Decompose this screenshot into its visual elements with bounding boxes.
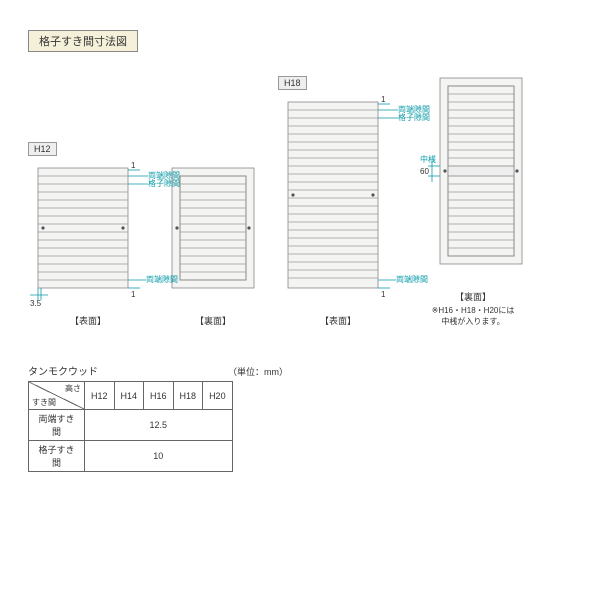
section-title: 格子すき間寸法図 xyxy=(28,30,138,52)
label-edge-gap-2: 両端隙間 xyxy=(146,274,186,285)
dim-midrail: 60 xyxy=(420,167,429,176)
h12-front-svg: 1 1 3.5 xyxy=(28,160,148,310)
gap-table: 高さ すき間 H12 H14 H16 H18 H20 両端すき間 12.5 格子… xyxy=(28,381,233,472)
label-lattice-gap-2: 格子隙間 xyxy=(398,112,438,123)
col-h18: H18 xyxy=(173,382,203,410)
h18-back-svg: 60 中桟 xyxy=(418,70,528,286)
dim-h18-bot: 1 xyxy=(381,290,386,299)
table-area: タンモクウッド （単位：mm） 高さ すき間 H12 H14 H16 H18 H… xyxy=(28,363,572,472)
label-edge-gap-4: 両端隙間 xyxy=(396,274,436,285)
dim-h12-bl: 3.5 xyxy=(30,299,42,308)
row-edge-value: 12.5 xyxy=(85,410,233,441)
row-lattice-label: 格子すき間 xyxy=(29,441,85,472)
diagram-row: H12 xyxy=(28,70,572,327)
row-lattice-value: 10 xyxy=(85,441,233,472)
h18-front-svg: 1 1 xyxy=(278,94,398,310)
dim-h12-br: 1 xyxy=(131,290,136,299)
unit-label: （単位：mm） xyxy=(228,365,288,378)
col-h20: H20 xyxy=(203,382,233,410)
height-tag-h12: H12 xyxy=(28,142,57,156)
height-tag-h18: H18 xyxy=(278,76,307,90)
footnote: ※H16・H18・H20には 中桟が入ります。 xyxy=(423,305,523,327)
label-midrail: 中桟 xyxy=(420,154,436,164)
caption-h18-front: 【表面】 xyxy=(320,314,356,327)
caption-h18-back: 【裏面】 xyxy=(455,290,491,303)
caption-h12-front: 【表面】 xyxy=(70,314,106,327)
dim-h12-top: 1 xyxy=(131,161,136,170)
material-name: タンモクウッド xyxy=(28,363,98,378)
col-h14: H14 xyxy=(114,382,144,410)
col-h12: H12 xyxy=(85,382,115,410)
dim-h18-top: 1 xyxy=(381,95,386,104)
col-h16: H16 xyxy=(144,382,174,410)
caption-h12-back: 【裏面】 xyxy=(195,314,231,327)
label-lattice-gap-1: 格子隙間 xyxy=(148,178,188,189)
h12-front-block: H12 xyxy=(28,142,148,327)
h18-front-block: H18 xyxy=(278,76,398,327)
table-corner: 高さ すき間 xyxy=(29,382,85,410)
row-edge-label: 両端すき間 xyxy=(29,410,85,441)
